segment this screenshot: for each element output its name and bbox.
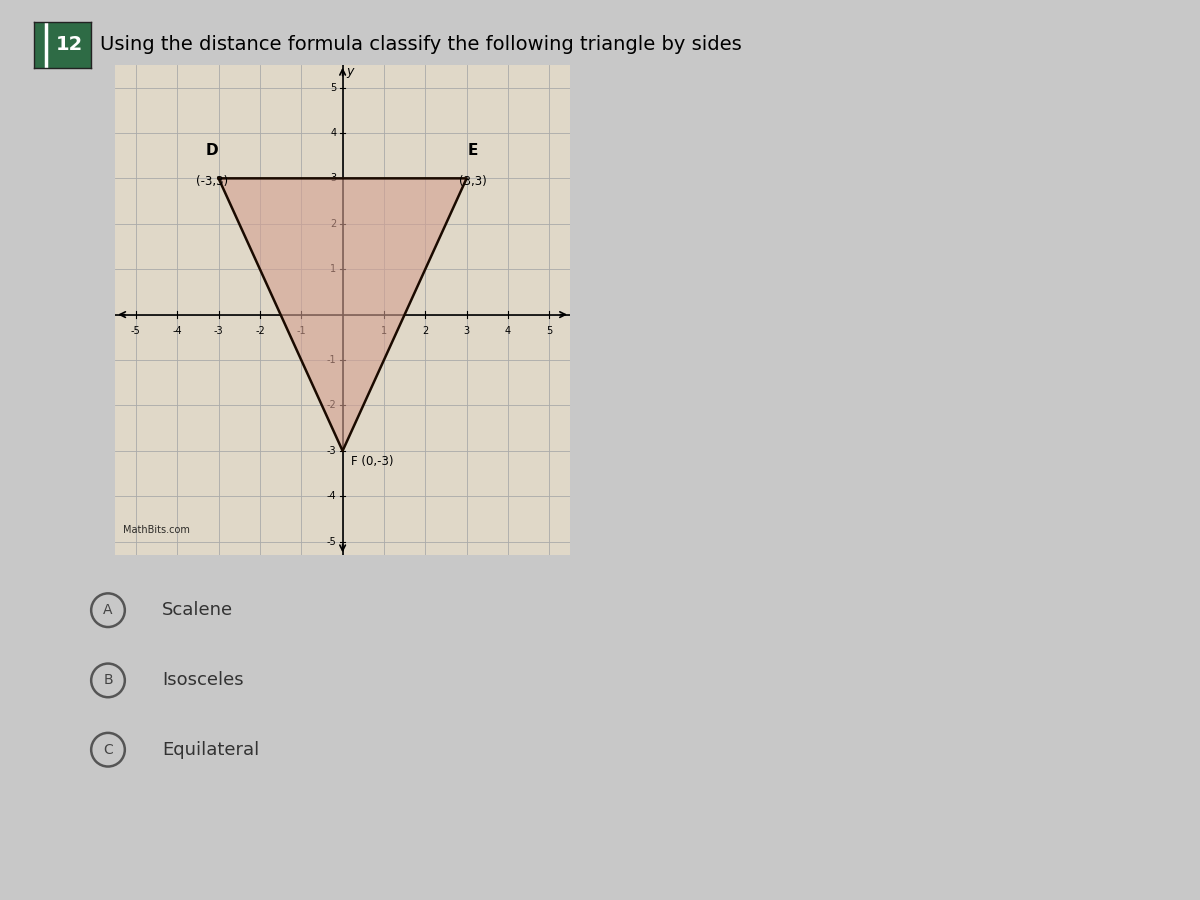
Text: Equilateral: Equilateral (162, 741, 259, 759)
Text: 4: 4 (330, 128, 336, 138)
Text: -3: -3 (326, 446, 336, 455)
Text: Using the distance formula classify the following triangle by sides: Using the distance formula classify the … (100, 34, 742, 54)
Text: -5: -5 (131, 326, 140, 336)
Text: -3: -3 (214, 326, 223, 336)
Text: 1: 1 (330, 265, 336, 274)
Text: (-3,3): (-3,3) (197, 175, 228, 188)
Text: F (0,-3): F (0,-3) (350, 455, 394, 468)
Text: Scalene: Scalene (162, 601, 233, 619)
Text: -2: -2 (326, 400, 336, 410)
Text: 5: 5 (330, 83, 336, 93)
Text: 3: 3 (330, 174, 336, 184)
Text: -1: -1 (296, 326, 306, 336)
Text: B: B (103, 673, 113, 688)
Text: -1: -1 (326, 355, 336, 365)
Text: 5: 5 (546, 326, 552, 336)
Text: -4: -4 (326, 491, 336, 501)
Text: 3: 3 (463, 326, 469, 336)
Text: A: A (103, 603, 113, 617)
Text: 2: 2 (422, 326, 428, 336)
Text: 2: 2 (330, 219, 336, 229)
Text: C: C (103, 742, 113, 757)
Text: -2: -2 (256, 326, 265, 336)
Text: -5: -5 (326, 536, 336, 546)
Text: MathBits.com: MathBits.com (124, 525, 191, 535)
Text: 4: 4 (505, 326, 511, 336)
Text: -4: -4 (173, 326, 182, 336)
Text: Isosceles: Isosceles (162, 671, 244, 689)
Text: E: E (468, 143, 478, 157)
Text: 12: 12 (55, 35, 83, 55)
Text: y: y (347, 66, 354, 78)
Polygon shape (218, 178, 467, 451)
Text: (3,3): (3,3) (458, 175, 487, 188)
Text: D: D (206, 143, 218, 157)
Text: 1: 1 (380, 326, 388, 336)
